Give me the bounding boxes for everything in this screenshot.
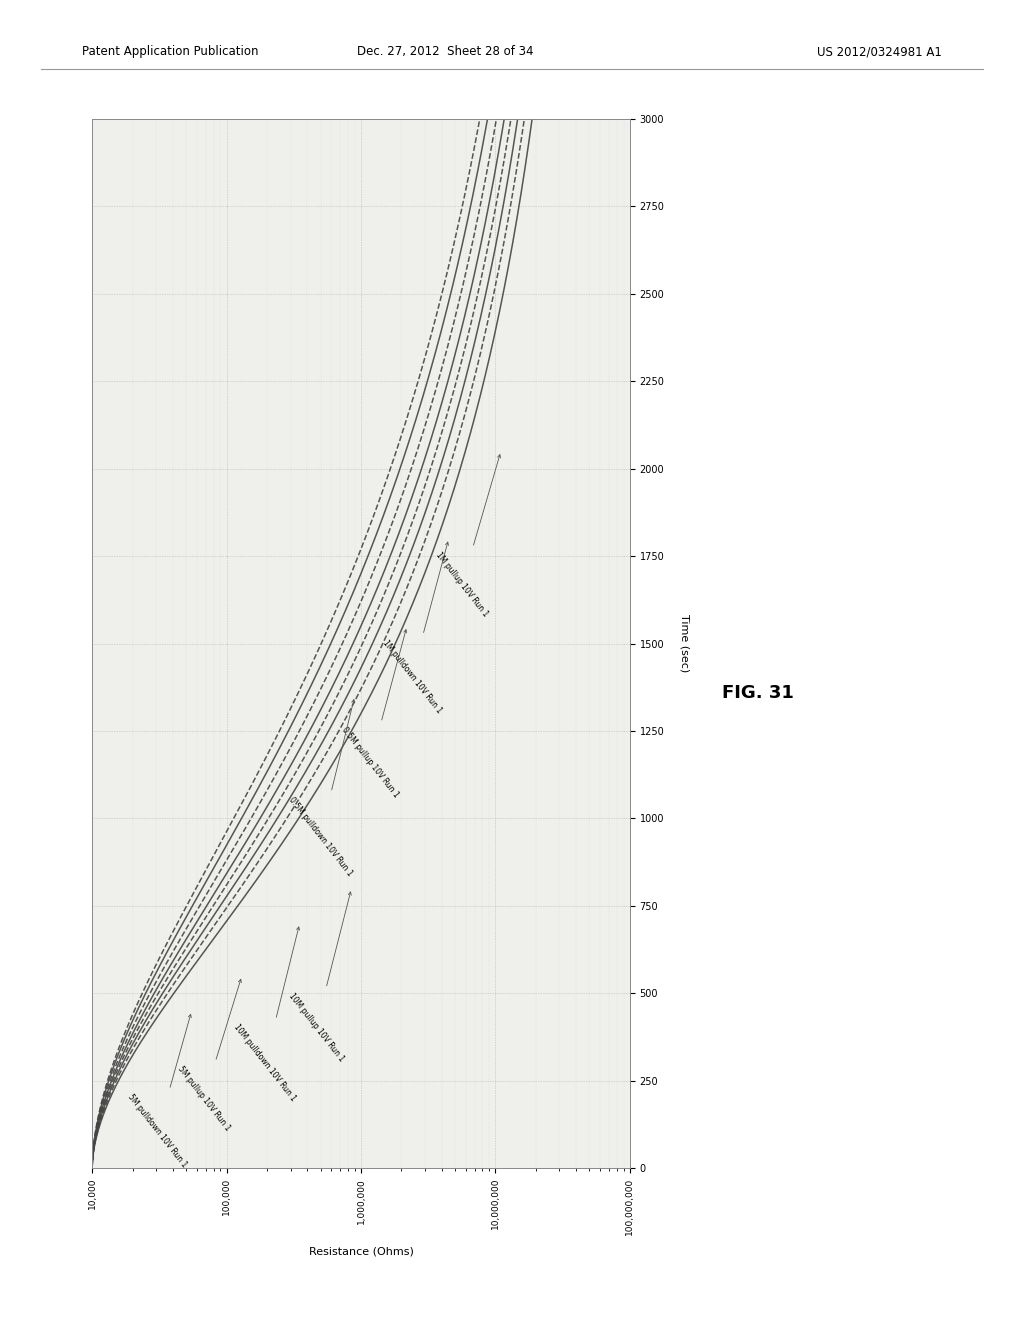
Text: 10M pulldown 10V Run 1: 10M pulldown 10V Run 1 xyxy=(232,927,300,1104)
Text: 0.5M pullup 10V Run 1: 0.5M pullup 10V Run 1 xyxy=(340,630,407,799)
X-axis label: Resistance (Ohms): Resistance (Ohms) xyxy=(308,1246,414,1257)
Text: FIG. 31: FIG. 31 xyxy=(722,684,794,702)
Text: 0.5M pulldown 10V Run 1: 0.5M pulldown 10V Run 1 xyxy=(287,700,354,878)
Text: 1M pullup 10V Run 1: 1M pullup 10V Run 1 xyxy=(434,454,501,619)
Y-axis label: Time (sec): Time (sec) xyxy=(679,614,689,673)
Text: Dec. 27, 2012  Sheet 28 of 34: Dec. 27, 2012 Sheet 28 of 34 xyxy=(357,45,534,58)
Text: 5M pullup 10V Run 1: 5M pullup 10V Run 1 xyxy=(176,979,242,1133)
Text: 5M pulldown 10V Run 1: 5M pulldown 10V Run 1 xyxy=(127,1014,191,1170)
Text: 10M pullup 10V Run 1: 10M pullup 10V Run 1 xyxy=(287,892,351,1063)
Text: Patent Application Publication: Patent Application Publication xyxy=(82,45,258,58)
Text: US 2012/0324981 A1: US 2012/0324981 A1 xyxy=(817,45,942,58)
Text: 1M pulldown 10V Run 1: 1M pulldown 10V Run 1 xyxy=(381,543,449,714)
